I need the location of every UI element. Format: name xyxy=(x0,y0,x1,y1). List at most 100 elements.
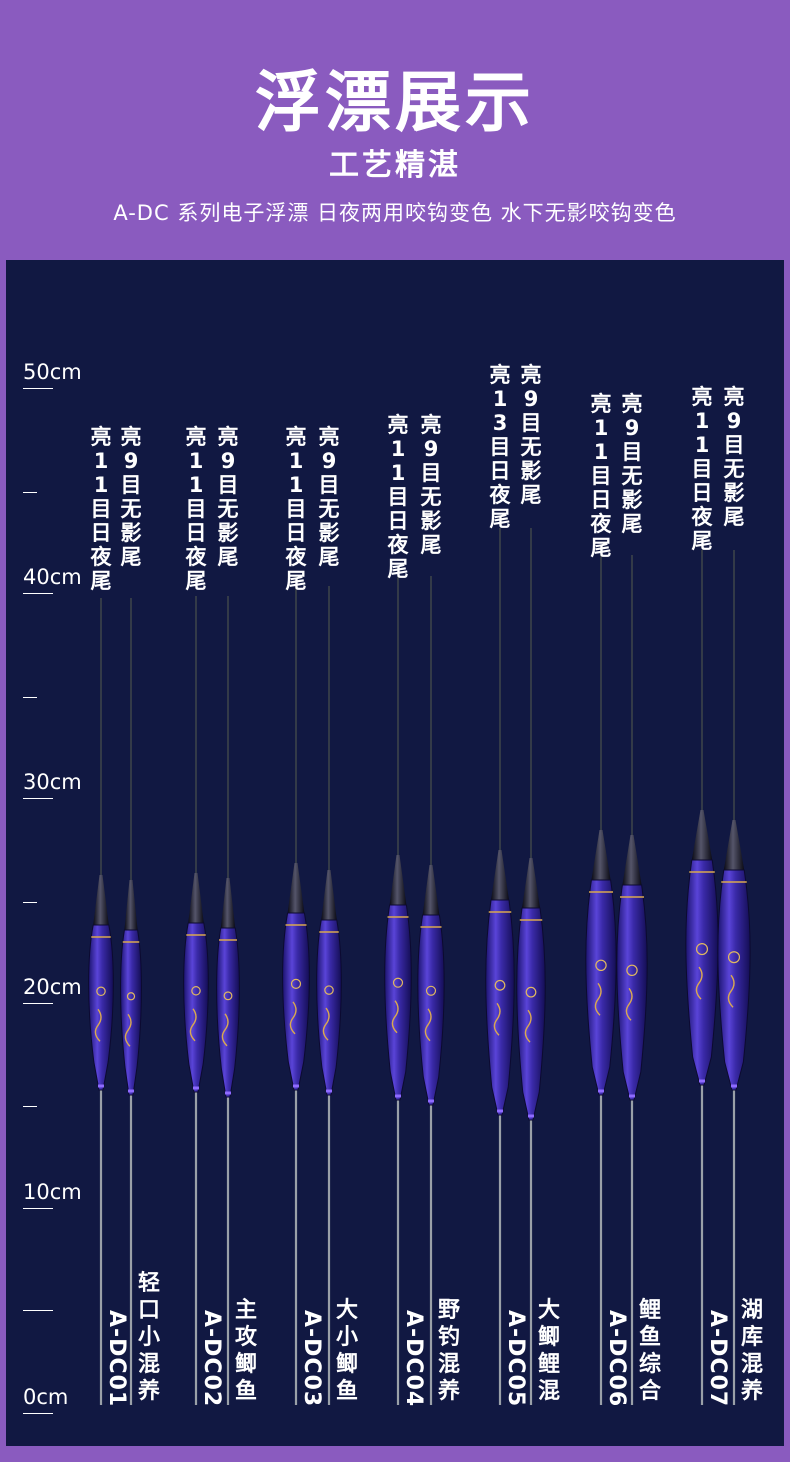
float-body-top xyxy=(491,850,509,900)
float-display-panel xyxy=(6,260,784,1446)
model-label: A-DC04 xyxy=(401,1310,426,1408)
usage-label: 湖库混养 xyxy=(740,1298,763,1404)
page-subtitle: 工艺精湛 xyxy=(329,148,461,183)
scale-label: 40cm xyxy=(23,565,82,589)
float-day-night xyxy=(485,527,515,1405)
float-body-top xyxy=(188,873,204,923)
float-decor-icon xyxy=(625,987,633,1021)
tail-label-day-night: 亮13目日夜尾 xyxy=(489,363,511,531)
tail-label-shadowless: 亮9目无影尾 xyxy=(723,385,745,529)
float-shadowless xyxy=(616,554,648,1405)
float-body xyxy=(120,929,142,1096)
header: 浮漂展示 工艺精湛 A-DC 系列电子浮漂 日夜两用咬钩变色 水下无影咬钩变色 xyxy=(0,0,790,258)
tail-label-day-night: 亮11目日夜尾 xyxy=(185,425,207,593)
model-label: A-DC01 xyxy=(104,1310,129,1408)
float-shadowless xyxy=(216,595,240,1405)
model-label: A-DC06 xyxy=(604,1310,629,1408)
tail-label-day-night: 亮11目日夜尾 xyxy=(691,385,713,553)
float-logo-icon xyxy=(191,986,201,996)
usage-label: 野钓混养 xyxy=(437,1298,460,1404)
float-decor-icon xyxy=(94,1008,102,1042)
float-body xyxy=(316,919,342,1096)
float-body-top xyxy=(321,870,337,920)
tail-label-shadowless: 亮9目无影尾 xyxy=(217,425,239,569)
scale-label: 0cm xyxy=(23,1385,69,1409)
float-body-top xyxy=(591,830,611,880)
scale-tick xyxy=(23,388,53,389)
float-body-top xyxy=(691,810,713,860)
scale-label: 50cm xyxy=(23,360,82,384)
float-day-night xyxy=(384,575,412,1405)
float-body xyxy=(183,922,209,1093)
float-logo-icon xyxy=(223,991,233,1001)
model-label: A-DC05 xyxy=(503,1310,528,1408)
float-decor-icon xyxy=(524,1009,532,1043)
float-shadowless xyxy=(516,527,546,1405)
float-body-top xyxy=(93,875,109,925)
float-decor-icon xyxy=(124,1013,132,1047)
tail-label-shadowless: 亮9目无影尾 xyxy=(318,425,340,569)
float-logo-icon xyxy=(290,978,302,989)
float-body-top xyxy=(522,858,540,908)
page-title: 浮漂展示 xyxy=(255,63,535,141)
float-logo-icon xyxy=(595,959,607,972)
float-decor-icon xyxy=(221,1013,229,1047)
scale-tick xyxy=(23,1208,53,1209)
scale-tick xyxy=(23,1106,37,1107)
float-body-top xyxy=(622,835,642,885)
scale-tick xyxy=(23,1413,53,1414)
float-day-night xyxy=(183,595,209,1405)
float-logo-icon xyxy=(96,986,106,997)
float-shadowless xyxy=(120,597,142,1405)
float-shadowless xyxy=(717,549,751,1405)
float-logo-icon xyxy=(695,943,709,956)
float-body-top xyxy=(389,855,407,905)
usage-label: 鲤鱼综合 xyxy=(638,1298,661,1404)
float-body-top xyxy=(220,878,236,928)
scale-tick xyxy=(23,492,37,493)
scale-tick xyxy=(23,798,53,799)
float-body xyxy=(384,904,412,1101)
float-shadowless xyxy=(417,575,445,1405)
float-body-top xyxy=(422,865,440,915)
scale-tick xyxy=(23,1310,53,1311)
tail-label-day-night: 亮11目日夜尾 xyxy=(590,392,612,560)
tail-label-day-night: 亮11目日夜尾 xyxy=(285,425,307,593)
tail-label-shadowless: 亮9目无影尾 xyxy=(520,363,542,507)
scale-tick xyxy=(23,902,37,903)
scale-label: 30cm xyxy=(23,770,82,794)
float-body xyxy=(516,907,546,1121)
usage-label: 轻口小混养 xyxy=(137,1271,160,1404)
float-day-night xyxy=(88,597,114,1405)
tail-label-day-night: 亮11目日夜尾 xyxy=(387,413,409,581)
float-body xyxy=(216,927,240,1098)
tail-label-shadowless: 亮9目无影尾 xyxy=(420,413,442,557)
float-body xyxy=(282,912,310,1091)
float-day-night xyxy=(585,554,617,1405)
page-description: A-DC 系列电子浮漂 日夜两用咬钩变色 水下无影咬钩变色 xyxy=(113,201,677,225)
float-logo-icon xyxy=(494,979,506,991)
float-decor-icon xyxy=(594,982,602,1016)
scale-tick xyxy=(23,697,37,698)
tail-label-day-night: 亮11目日夜尾 xyxy=(90,425,112,593)
model-label: A-DC07 xyxy=(705,1310,730,1408)
float-decor-icon xyxy=(424,1008,432,1042)
usage-label: 主攻鲫鱼 xyxy=(234,1298,257,1404)
scale-tick xyxy=(23,593,53,594)
float-logo-icon xyxy=(525,986,537,998)
float-logo-icon xyxy=(626,964,638,977)
float-decor-icon xyxy=(391,1000,399,1034)
float-decor-icon xyxy=(189,1008,197,1042)
float-decor-icon xyxy=(322,1007,330,1041)
float-logo-icon xyxy=(126,992,136,1001)
usage-label: 大鲫鲤混 xyxy=(537,1298,560,1404)
float-decor-icon xyxy=(493,1002,501,1036)
float-logo-icon xyxy=(392,977,404,988)
float-decor-icon xyxy=(289,1001,297,1035)
model-label: A-DC02 xyxy=(199,1310,224,1408)
tail-label-shadowless: 亮9目无影尾 xyxy=(621,392,643,536)
model-label: A-DC03 xyxy=(299,1310,324,1408)
float-body-top xyxy=(124,880,138,930)
scale-label: 10cm xyxy=(23,1180,82,1204)
